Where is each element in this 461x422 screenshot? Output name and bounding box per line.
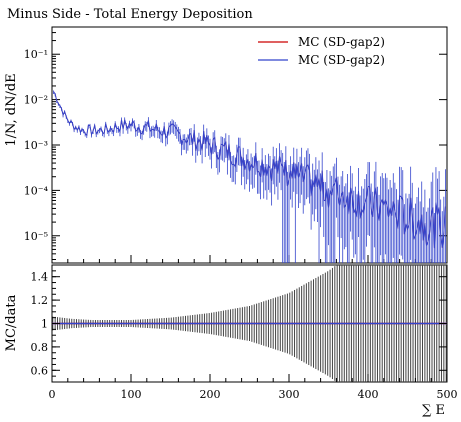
upper-y-tick-label: 10⁻⁴ xyxy=(24,184,49,197)
upper-y-tick-label: 10⁻² xyxy=(24,94,48,107)
main-plot-frame xyxy=(51,26,448,264)
x-tick-label: 500 xyxy=(437,388,458,401)
x-tick-label: 400 xyxy=(358,388,379,401)
upper-series-group xyxy=(53,90,446,263)
legend-label-2: MC (SD-gap2) xyxy=(298,53,385,67)
series-line-blue xyxy=(53,91,446,249)
lower-y-axis-label: MC/data xyxy=(4,294,19,351)
upper-y-tick-label: 10⁻³ xyxy=(24,139,48,152)
lower-y-tick-label: 1 xyxy=(41,318,48,331)
x-tick-label: 300 xyxy=(279,388,300,401)
legend-label-1: MC (SD-gap2) xyxy=(298,35,385,49)
chart-title: Minus Side - Total Energy Deposition xyxy=(7,7,253,22)
x-tick-label: 200 xyxy=(200,388,221,401)
x-tick-label: 0 xyxy=(49,388,56,401)
upper-y-tick-label: 10⁻⁵ xyxy=(24,230,48,243)
lower-x-axis: 0 100 200 300 400 500 xyxy=(49,374,458,401)
upper-y-tick-label: 10⁻¹ xyxy=(24,48,48,61)
x-tick-label: 100 xyxy=(121,388,142,401)
lower-y-tick-label: 0.6 xyxy=(31,364,49,377)
lower-y-tick-label: 1.4 xyxy=(31,271,49,284)
upper-y-axis-label: 1/N, dN/dE xyxy=(4,73,19,146)
lower-y-axis: 0.6 0.8 1 1.2 1.4 xyxy=(31,270,447,377)
upper-x-axis-ticks xyxy=(51,255,448,263)
upper-y-axis: 10⁻¹ 10⁻² 10⁻³ 10⁻⁴ 10⁻⁵ xyxy=(24,32,447,260)
lower-y-tick-label: 1.2 xyxy=(31,294,49,307)
x-axis-label: ∑ E xyxy=(422,403,445,418)
lower-y-tick-label: 0.8 xyxy=(31,341,49,354)
legend: MC (SD-gap2) MC (SD-gap2) xyxy=(258,35,385,67)
